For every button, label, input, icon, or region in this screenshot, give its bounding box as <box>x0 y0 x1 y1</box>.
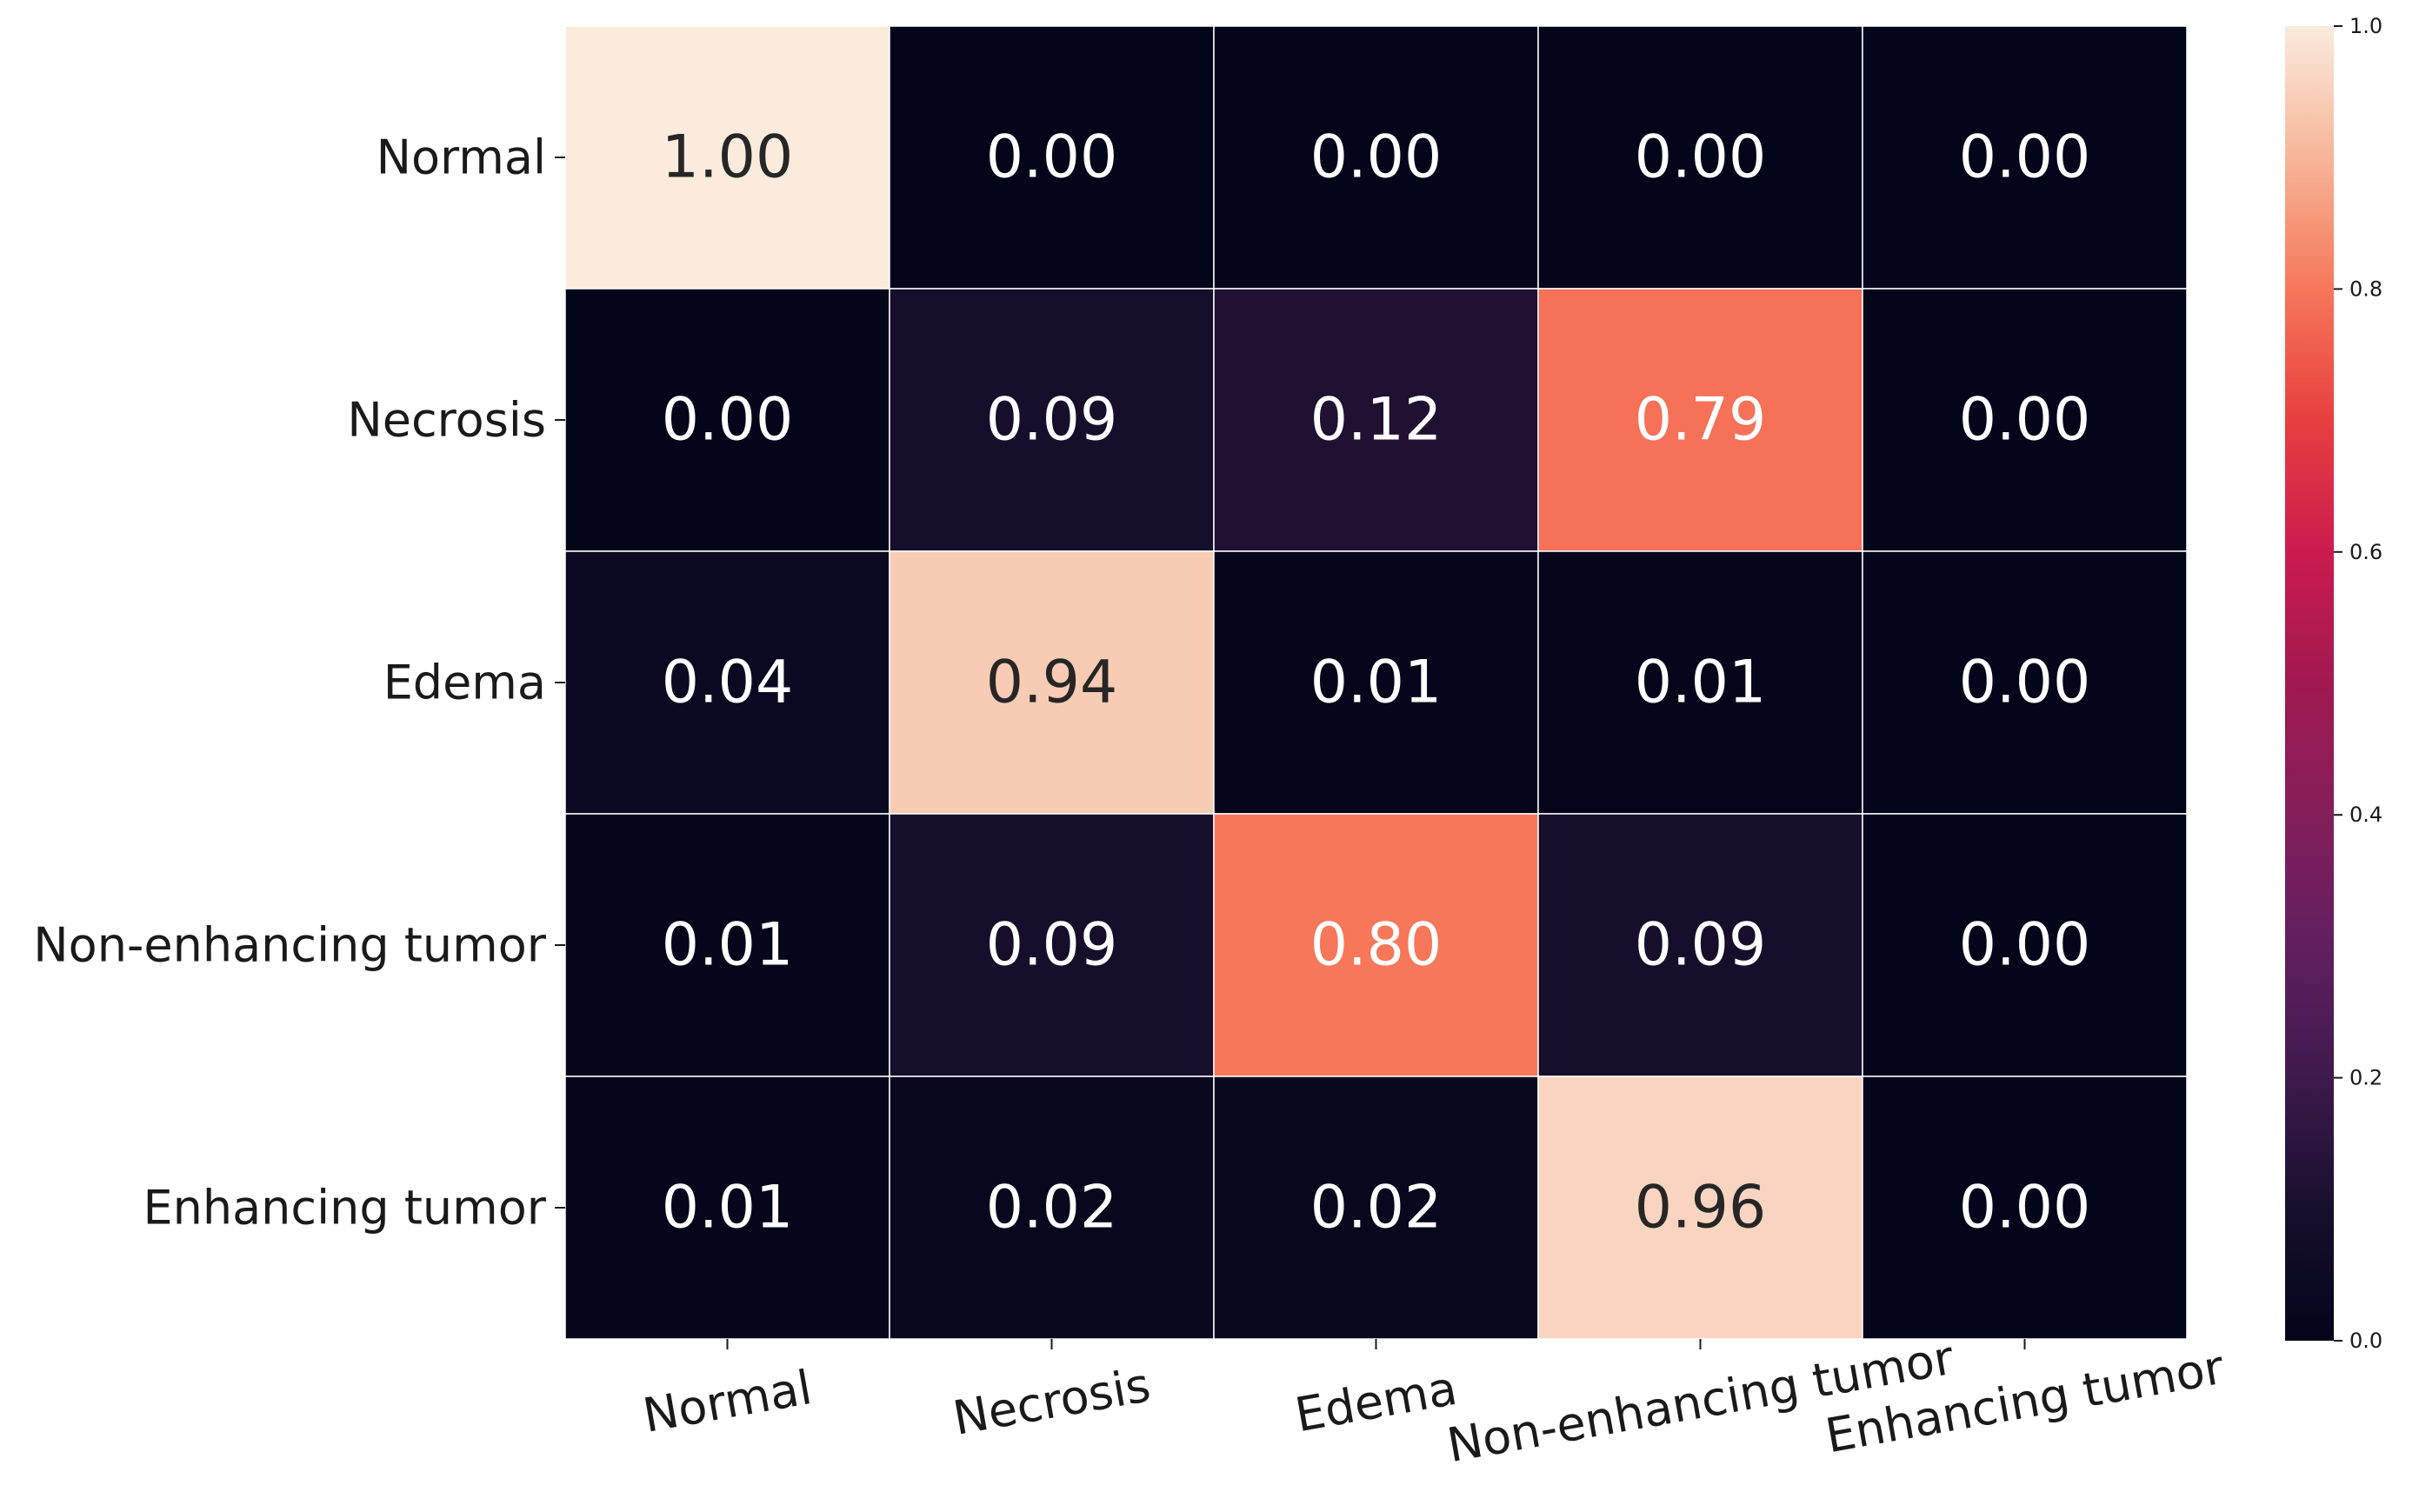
cell-value-normal-necrosis: 0.00 <box>986 123 1117 192</box>
cell-value-edema-edema: 0.01 <box>1310 649 1442 717</box>
cell-value-non-enhancing-tumor-enhancing-tumor: 0.00 <box>1959 911 2090 980</box>
heatmap-cell-enhancing-tumor-edema <box>1213 1076 1539 1340</box>
colorbar-tick-label-4: 0.8 <box>2349 276 2382 301</box>
cell-value-necrosis-edema: 0.12 <box>1310 386 1442 455</box>
heatmap-cell-normal-enhancing-tumor <box>1862 25 2188 290</box>
y-tick-label-normal: Normal <box>377 130 546 185</box>
colorbar-tick-label-5: 1.0 <box>2349 14 2382 38</box>
cell-value-enhancing-tumor-edema: 0.02 <box>1310 1174 1442 1242</box>
colorbar-tick-label-3: 0.6 <box>2349 540 2382 564</box>
y-tick-label-necrosis: Necrosis <box>347 393 546 448</box>
x-tick-label-necrosis: Necrosis <box>949 1357 1154 1446</box>
heatmap-cell-normal-necrosis <box>889 25 1215 290</box>
cell-value-necrosis-necrosis: 0.09 <box>986 386 1117 455</box>
heatmap-cell-non-enhancing-tumor-necrosis <box>889 813 1215 1077</box>
cell-value-non-enhancing-tumor-necrosis: 0.09 <box>986 911 1117 980</box>
heatmap-cell-non-enhancing-tumor-non-enhancing-tumor <box>1537 813 1863 1077</box>
heatmap-cell-edema-non-enhancing-tumor <box>1537 550 1863 815</box>
cell-value-enhancing-tumor-non-enhancing-tumor: 0.96 <box>1635 1174 1766 1242</box>
heatmap-cell-necrosis-edema <box>1213 288 1539 552</box>
heatmap-cell-edema-enhancing-tumor <box>1862 550 2188 815</box>
colorbar-tick-label-2: 0.4 <box>2349 803 2382 827</box>
cell-value-enhancing-tumor-necrosis: 0.02 <box>986 1174 1117 1242</box>
heatmap-cell-non-enhancing-tumor-edema <box>1213 813 1539 1077</box>
cell-value-edema-non-enhancing-tumor: 0.01 <box>1635 649 1766 717</box>
x-axis-ticks <box>726 1339 2026 1349</box>
y-tick-label-non-enhancing-tumor: Non-enhancing tumor <box>33 918 547 973</box>
heatmap-cell-non-enhancing-tumor-enhancing-tumor <box>1862 813 2188 1077</box>
cell-value-normal-edema: 0.00 <box>1310 123 1442 192</box>
cell-value-necrosis-enhancing-tumor: 0.00 <box>1959 386 2090 455</box>
y-tick-label-edema: Edema <box>383 656 546 710</box>
cell-value-edema-enhancing-tumor: 0.00 <box>1959 649 2090 717</box>
cell-value-edema-normal: 0.04 <box>662 649 793 717</box>
cell-value-normal-normal: 1.00 <box>662 123 793 192</box>
colorbar-ticks: 0.0 0.2 0.4 0.6 0.8 1.0 <box>2334 14 2382 1353</box>
heatmap-cell-normal-edema <box>1213 25 1539 290</box>
y-axis-tick-labels: Normal Necrosis Edema Non-enhancing tumor En… <box>33 130 547 1236</box>
heatmap-cell-enhancing-tumor-necrosis <box>889 1076 1215 1340</box>
cell-value-non-enhancing-tumor-normal: 0.01 <box>662 911 793 980</box>
cell-value-normal-non-enhancing-tumor: 0.00 <box>1635 123 1766 192</box>
heatmap-cell-normal-non-enhancing-tumor <box>1537 25 1863 290</box>
heatmap-cell-necrosis-necrosis <box>889 288 1215 552</box>
x-tick-label-edema: Edema <box>1291 1361 1461 1443</box>
cell-value-normal-enhancing-tumor: 0.00 <box>1959 123 2090 192</box>
heatmap-cell-necrosis-enhancing-tumor <box>1862 288 2188 552</box>
cell-value-enhancing-tumor-enhancing-tumor: 0.00 <box>1959 1174 2090 1242</box>
heatmap-cell-enhancing-tumor-enhancing-tumor <box>1862 1076 2188 1340</box>
heatmap-cell-enhancing-tumor-normal <box>564 1076 890 1340</box>
cell-value-necrosis-non-enhancing-tumor: 0.79 <box>1635 386 1766 455</box>
cell-value-necrosis-normal: 0.00 <box>662 386 793 455</box>
colorbar-gradient <box>2285 26 2334 1341</box>
colorbar-tick-label-1: 0.2 <box>2349 1066 2382 1090</box>
heatmap-cells: 1.00 0.00 0.00 0.00 0.00 0.00 0.09 0.12 0.79 0.00… <box>564 25 2188 1340</box>
x-tick-label-normal: Normal <box>639 1360 816 1443</box>
heatmap-cell-normal-normal <box>564 25 890 290</box>
y-axis-ticks <box>555 157 565 1209</box>
y-tick-label-enhancing-tumor: Enhancing tumor <box>143 1181 547 1236</box>
cell-value-non-enhancing-tumor-edema: 0.80 <box>1310 911 1442 980</box>
heatmap-cell-edema-necrosis <box>889 550 1215 815</box>
heatmap-cell-necrosis-normal <box>564 288 890 552</box>
cell-value-non-enhancing-tumor-non-enhancing-tumor: 0.09 <box>1635 911 1766 980</box>
cell-value-edema-necrosis: 0.94 <box>986 649 1117 717</box>
colorbar: 0.0 0.2 0.4 0.6 0.8 1.0 <box>2285 14 2382 1353</box>
cell-value-enhancing-tumor-normal: 0.01 <box>662 1174 793 1242</box>
heatmap-cell-edema-edema <box>1213 550 1539 815</box>
colorbar-tick-label-0: 0.0 <box>2349 1329 2382 1353</box>
